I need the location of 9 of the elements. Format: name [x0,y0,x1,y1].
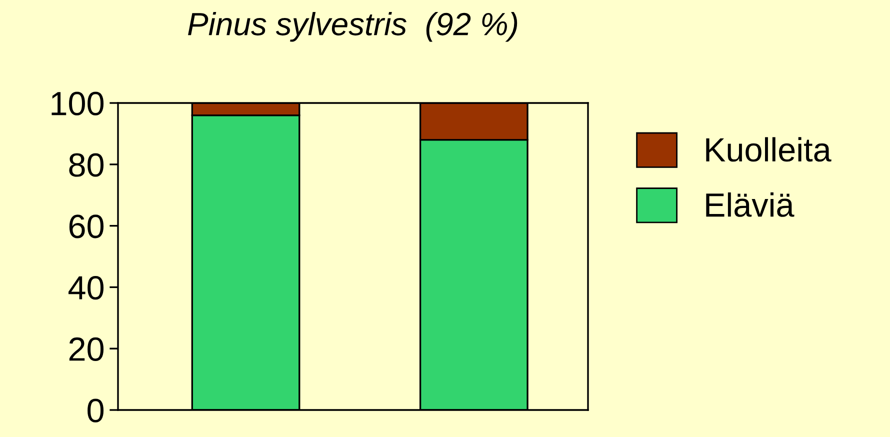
y-tick-label: 0 [88,398,104,422]
y-tick-label: 20 [69,337,104,362]
chart-title: Pinus sylvestris (92 %) [188,12,518,42]
legend-label: Eläviä [706,192,794,217]
y-tick-label: 80 [69,153,104,177]
legend-label: Kuolleita [706,137,832,162]
y-tick-label: 100 [52,92,104,116]
y-tick-label: 40 [68,276,104,300]
y-tick-label: 60 [69,214,104,238]
